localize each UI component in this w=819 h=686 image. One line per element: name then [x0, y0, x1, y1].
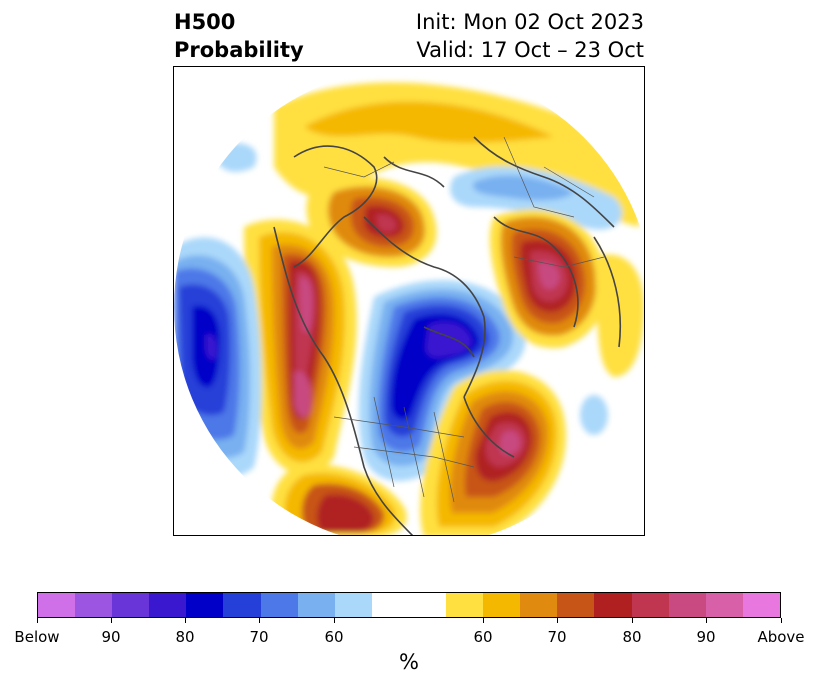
coastlines [273, 136, 622, 535]
colorbar-swatch [75, 593, 113, 617]
valid-range: Valid: 17 Oct – 23 Oct [416, 38, 644, 62]
colorbar-swatch [186, 593, 224, 617]
colorbar-swatch [260, 593, 298, 617]
probability-map [174, 67, 644, 535]
colorbar-swatch [149, 593, 187, 617]
title-type: Probability [174, 38, 304, 62]
colorbar-tick-label: 70 [249, 628, 269, 646]
colorbar-swatch [705, 593, 743, 617]
colorbar-swatch [371, 593, 409, 617]
colorbar-tick-mark [556, 618, 558, 623]
colorbar-tick-label: 90 [101, 628, 121, 646]
colorbar-tick-mark [110, 618, 112, 623]
political-borders [323, 136, 605, 503]
colorbar-tick-label: 60 [473, 628, 493, 646]
colorbar-swatch [483, 593, 521, 617]
colorbar-swatch [223, 593, 261, 617]
colorbar-swatch [520, 593, 558, 617]
colorbar-tick-mark [705, 618, 707, 623]
colorbar-unit-label: % [399, 650, 419, 674]
anomaly-below-atlantic [580, 395, 608, 435]
colorbar-swatch [668, 593, 706, 617]
colorbar-tick-mark [631, 618, 633, 623]
colorbar-tick-mark [482, 618, 484, 623]
colorbar-swatch [446, 593, 484, 617]
colorbar-swatch [631, 593, 669, 617]
colorbar-swatch [557, 593, 595, 617]
colorbar-tick-label: 80 [622, 628, 642, 646]
colorbar-swatch [742, 593, 780, 617]
title-variable: H500 [174, 10, 236, 34]
colorbar-tick-mark [184, 618, 186, 623]
colorbar-swatch [112, 593, 150, 617]
colorbar-tick-label: Below [14, 628, 60, 646]
colorbar-swatch [297, 593, 335, 617]
colorbar-swatch [38, 593, 76, 617]
colorbar-tick-mark [258, 618, 260, 623]
colorbar [37, 592, 781, 618]
forecast-dates: Init: Mon 02 Oct 2023 Valid: 17 Oct – 23… [416, 8, 644, 64]
init-date: Init: Mon 02 Oct 2023 [415, 10, 644, 34]
colorbar-tick-label: 80 [175, 628, 195, 646]
probability-field [174, 67, 644, 535]
colorbar-tick-mark [780, 618, 782, 623]
colorbar-tick-mark [36, 618, 38, 623]
colorbar-swatch [594, 593, 632, 617]
colorbar-tick-label: 60 [324, 628, 344, 646]
colorbar-swatch [334, 593, 372, 617]
colorbar-tick-label: Above [757, 628, 805, 646]
map-panel [173, 66, 645, 536]
colorbar-tick-label: 70 [547, 628, 567, 646]
colorbar-swatch [408, 593, 447, 617]
colorbar-tick-mark [333, 618, 335, 623]
colorbar-tick-label: 90 [696, 628, 716, 646]
map-title: H500 Probability [174, 8, 304, 64]
